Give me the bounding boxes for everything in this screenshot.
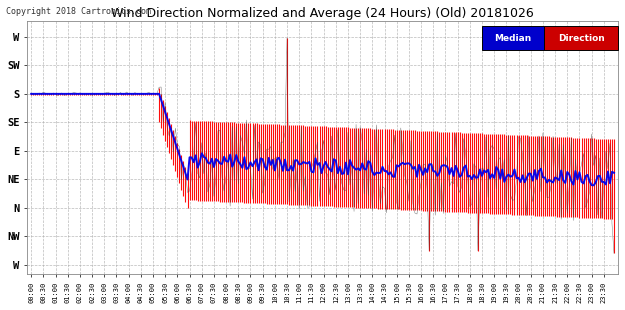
Text: Copyright 2018 Cartronics.com: Copyright 2018 Cartronics.com	[6, 7, 151, 16]
FancyBboxPatch shape	[544, 26, 618, 50]
Text: Median: Median	[494, 34, 532, 43]
Text: Direction: Direction	[558, 34, 604, 43]
Title: Wind Direction Normalized and Average (24 Hours) (Old) 20181026: Wind Direction Normalized and Average (2…	[111, 7, 534, 20]
FancyBboxPatch shape	[482, 26, 544, 50]
